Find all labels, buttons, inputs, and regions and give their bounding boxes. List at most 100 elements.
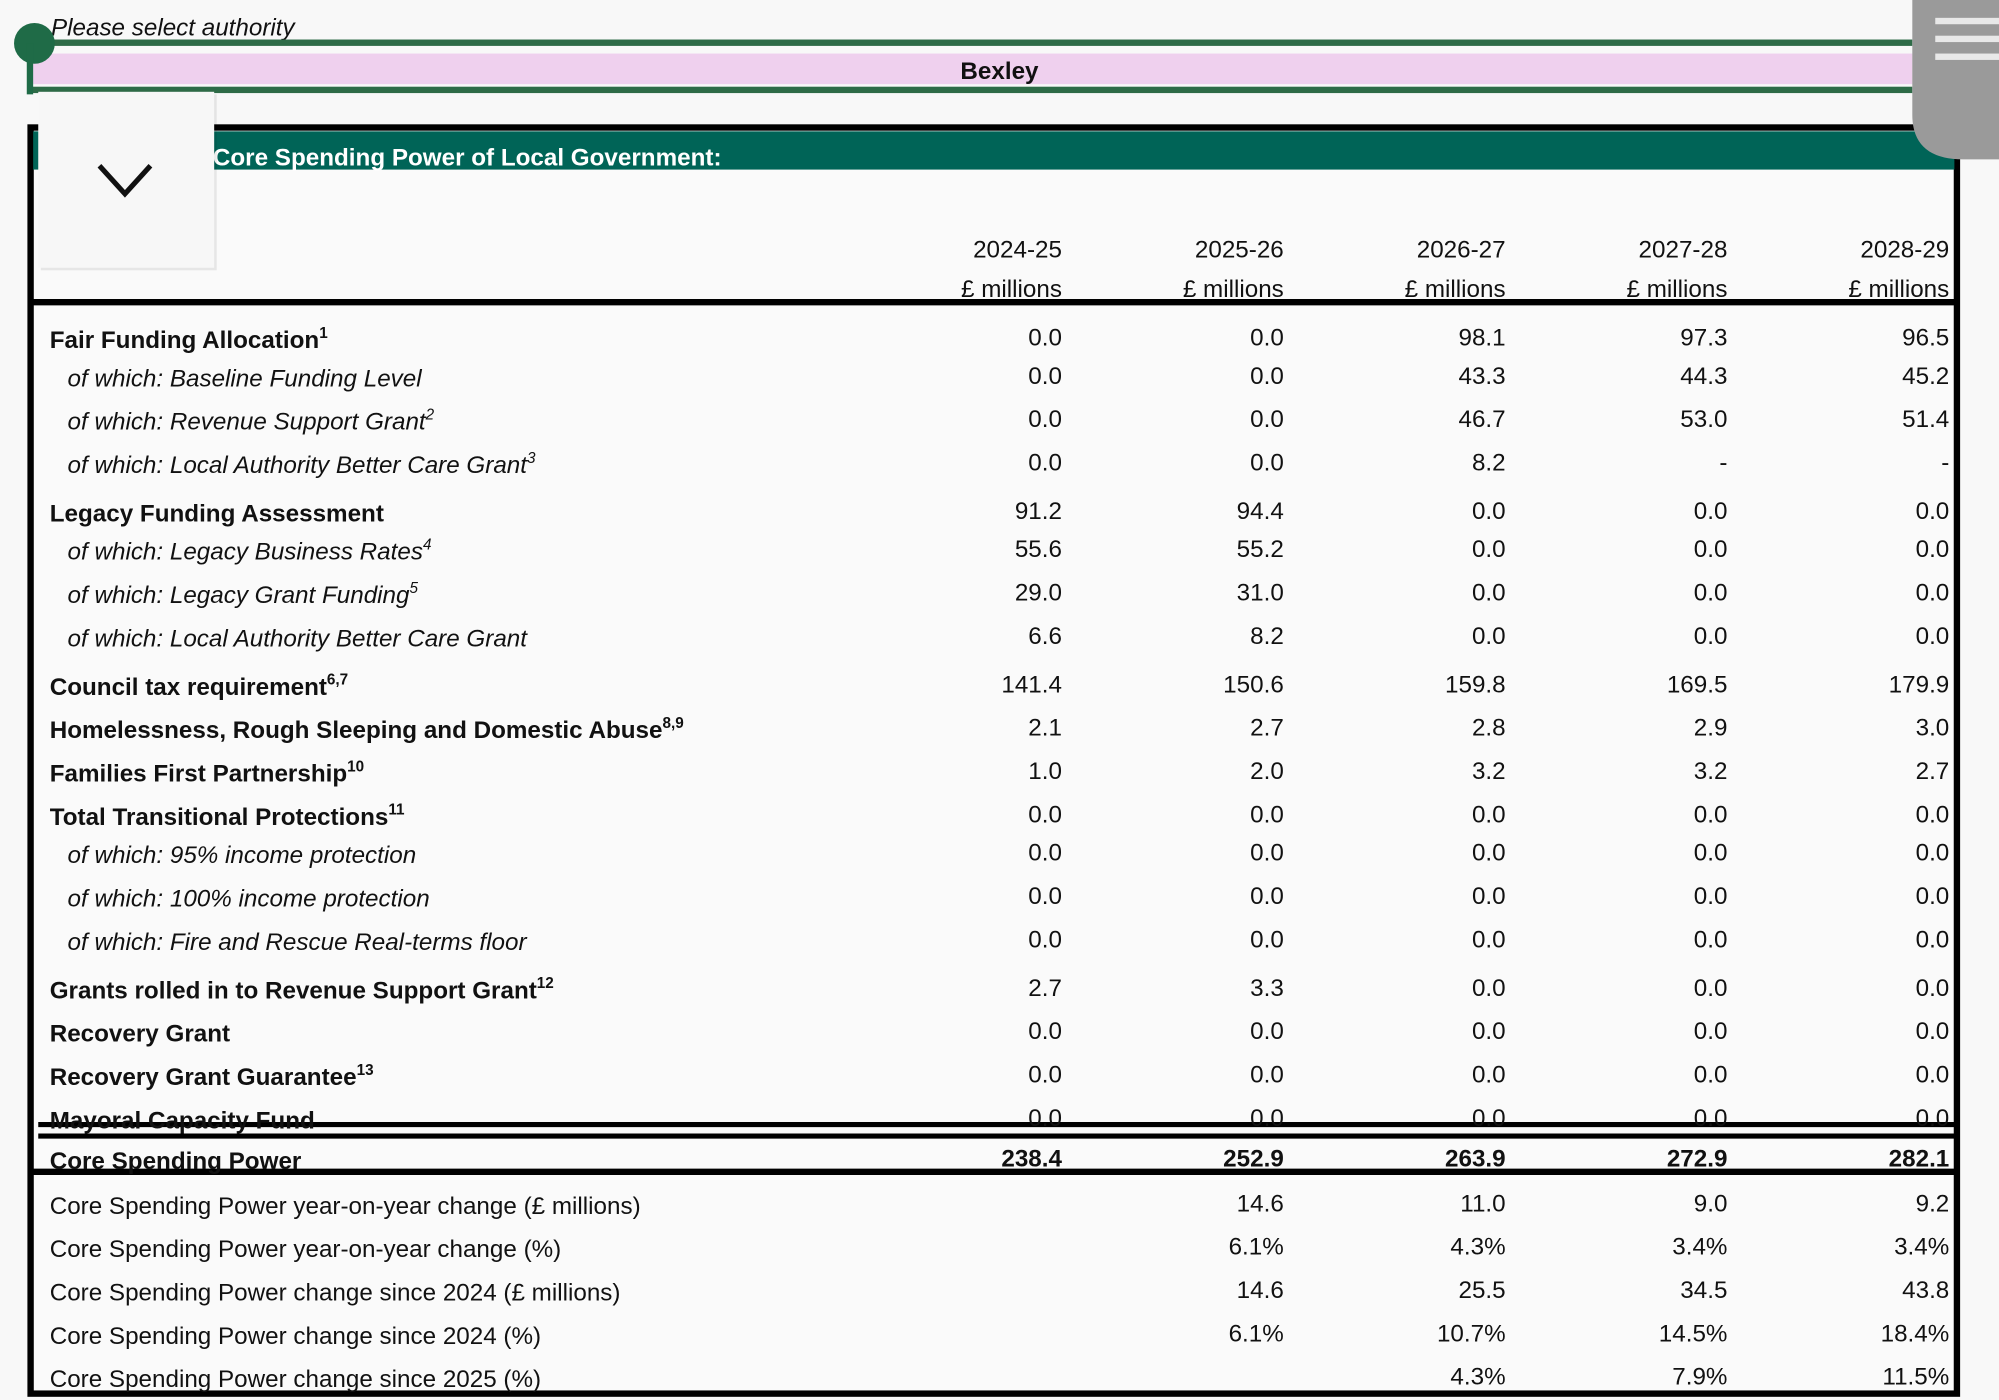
value-cell: 0.0 [1250,840,1284,867]
value-cell: 0.0 [1250,363,1284,390]
value-cell: 96.5 [1902,325,1949,352]
row-label-text: Grants rolled in to Revenue Support Gran… [50,977,537,1004]
value-cell: 0.0 [1472,580,1506,607]
footnote-marker: 6,7 [327,672,348,689]
column-year: 2025-26 [1195,237,1284,264]
row-label: of which: Baseline Funding Level [68,365,423,392]
row-label: Core Spending Power year-on-year change … [50,1193,641,1220]
row-label: Core Spending Power change since 2024 (£… [50,1280,621,1307]
value-cell: 43.3 [1458,363,1505,390]
handle-grip [1935,53,1999,60]
value-cell: 94.4 [1237,498,1284,525]
value-cell: 0.0 [1250,449,1284,476]
value-cell: 282.1 [1889,1146,1950,1173]
row-label: Families First Partnership10 [50,758,364,787]
value-cell: 7.9% [1672,1364,1727,1391]
value-cell: 0.0 [1694,975,1728,1002]
row-label-text: Legacy Funding Assessment [50,500,384,527]
value-cell: 0.0 [1916,498,1950,525]
value-cell: 44.3 [1680,363,1727,390]
value-cell: 0.0 [1694,623,1728,650]
row-label: Mayoral Capacity Fund [50,1107,315,1134]
value-cell: 55.2 [1237,536,1284,563]
row-label-text: Core Spending Power [50,1148,302,1175]
value-cell: 0.0 [1916,536,1950,563]
row-label-text: of which: 95% income protection [68,842,417,869]
value-cell: 11.5% [1882,1364,1949,1391]
row-label-text: Fair Funding Allocation [50,327,320,354]
value-cell: 0.0 [1472,623,1506,650]
value-cell: 2.8 [1472,715,1506,742]
value-cell: 8.2 [1250,623,1284,650]
value-cell: 0.0 [1472,1018,1506,1045]
value-cell: 9.0 [1694,1190,1728,1217]
value-cell: 238.4 [1001,1146,1062,1173]
row-label-text: Council tax requirement [50,674,327,701]
value-cell: 0.0 [1472,536,1506,563]
row-label: Core Spending Power year-on-year change … [50,1236,562,1263]
value-cell: 3.2 [1694,758,1728,785]
value-cell: 0.0 [1694,1018,1728,1045]
value-cell: 0.0 [1916,1062,1950,1089]
row-label-text: of which: Local Authority Better Care Gr… [68,625,529,652]
handle-grip [1935,17,1999,25]
value-cell: 0.0 [1028,883,1062,910]
row-label: of which: Local Authority Better Care Gr… [68,450,536,479]
selection-handle[interactable] [14,22,55,64]
value-cell: 3.4% [1894,1234,1949,1261]
value-cell: 0.0 [1250,1105,1284,1132]
value-cell: 0.0 [1916,883,1950,910]
value-cell: 0.0 [1694,840,1728,867]
value-cell: 6.1% [1229,1234,1284,1261]
value-cell: 46.7 [1458,406,1505,433]
value-cell: 0.0 [1028,363,1062,390]
value-cell: 18.4% [1881,1320,1950,1347]
dropdown-button[interactable] [38,91,215,268]
value-cell: 0.0 [1916,1105,1950,1132]
selection-handle-stem [26,43,34,95]
value-cell: 3.3 [1250,975,1284,1002]
value-cell: 14.6 [1237,1277,1284,1304]
value-cell: 0.0 [1250,1018,1284,1045]
row-label: of which: Local Authority Better Care Gr… [68,625,529,652]
value-cell: 31.0 [1237,580,1284,607]
value-cell: 0.0 [1916,840,1950,867]
value-cell: 45.2 [1902,363,1949,390]
column-year: 2027-28 [1639,237,1728,264]
value-cell: 179.9 [1889,671,1950,698]
selector-field[interactable] [28,53,1913,85]
row-label-text: of which: 100% income protection [68,886,430,913]
footnote-marker: 13 [357,1062,374,1079]
row-label: of which: 95% income protection [68,842,417,869]
value-cell: 3.4% [1672,1234,1727,1261]
value-cell: 6.6 [1028,623,1062,650]
value-cell: 6.1% [1229,1320,1284,1347]
row-label: Total Transitional Protections11 [50,802,405,831]
row-label-text: Core Spending Power year-on-year change … [50,1193,641,1220]
row-label: Core Spending Power change since 2024 (%… [50,1323,541,1350]
row-label-text: of which: Legacy Grant Funding [68,582,410,609]
value-cell: 272.9 [1667,1146,1728,1173]
value-cell: 0.0 [1916,623,1950,650]
value-cell: 252.9 [1223,1146,1284,1173]
value-cell: 0.0 [1694,580,1728,607]
selector-border [28,86,1913,94]
chevron-icon [97,164,153,198]
table-cells: 2024-25 £ millions 2025-26 £ millions 2026-2… [50,237,1950,1394]
row-label: Core Spending Power [50,1148,302,1175]
value-cell: 2.7 [1250,715,1284,742]
value-cell: 11.0 [1460,1190,1505,1217]
selector-label: Please select authority [51,15,297,42]
row-label-text: Total Transitional Protections [50,804,389,831]
footnote-marker: 2 [425,406,435,423]
footnote-marker: 10 [347,758,364,775]
table-title: Core Spending Power of Local Government: [213,145,722,172]
row-label: Grants rolled in to Revenue Support Gran… [50,975,554,1004]
row-label-text: of which: Fire and Rescue Real-terms flo… [68,929,528,956]
value-cell: 2.9 [1694,715,1728,742]
value-cell: 0.0 [1916,1018,1950,1045]
selector-value[interactable]: Bexley [960,58,1039,85]
value-cell: 0.0 [1472,926,1506,953]
value-cell: 14.5% [1659,1320,1728,1347]
row-label: of which: Legacy Grant Funding5 [68,580,419,609]
